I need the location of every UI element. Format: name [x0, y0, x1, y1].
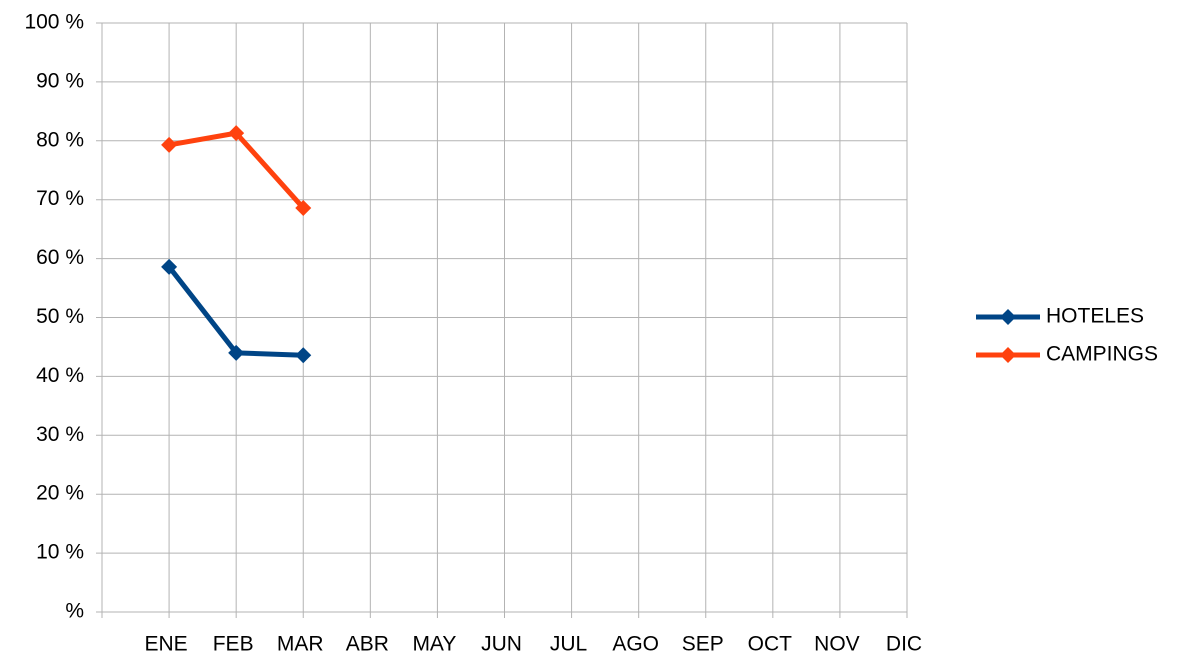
y-tick-label: 40 % — [36, 364, 84, 387]
y-tick-label: 20 % — [36, 482, 84, 505]
point-marker — [228, 344, 245, 361]
y-tick-label: 80 % — [36, 128, 84, 151]
x-tick-label: DIC — [886, 633, 922, 656]
x-tick-label: FEB — [213, 633, 254, 656]
y-tick-label: 30 % — [36, 423, 84, 446]
x-tick-label: MAY — [412, 633, 456, 656]
legend-marker — [1000, 309, 1016, 325]
x-tick-label: ABR — [346, 633, 389, 656]
x-tick-label: JUL — [550, 633, 587, 656]
y-tick-label: 50 % — [36, 305, 84, 328]
legend-label: CAMPINGS — [1046, 343, 1158, 366]
legend-marker — [1000, 347, 1016, 363]
x-tick-label: NOV — [814, 633, 860, 656]
y-tick-label: % — [65, 600, 84, 623]
point-marker — [295, 199, 312, 216]
point-marker — [161, 136, 178, 153]
y-tick-label: 60 % — [36, 246, 84, 269]
legend-label: HOTELES — [1046, 305, 1144, 328]
y-tick-label: 100 % — [24, 11, 84, 34]
point-marker — [295, 347, 312, 364]
x-tick-label: AGO — [612, 633, 659, 656]
y-tick-label: 90 % — [36, 69, 84, 92]
x-tick-label: SEP — [682, 633, 724, 656]
y-tick-label: 10 % — [36, 541, 84, 564]
y-tick-label: 70 % — [36, 187, 84, 210]
point-marker — [161, 258, 178, 275]
point-marker — [228, 125, 245, 142]
x-tick-label: MAR — [277, 633, 324, 656]
x-tick-label: JUN — [481, 633, 522, 656]
x-tick-label: OCT — [748, 633, 793, 656]
x-tick-label: ENE — [144, 633, 187, 656]
